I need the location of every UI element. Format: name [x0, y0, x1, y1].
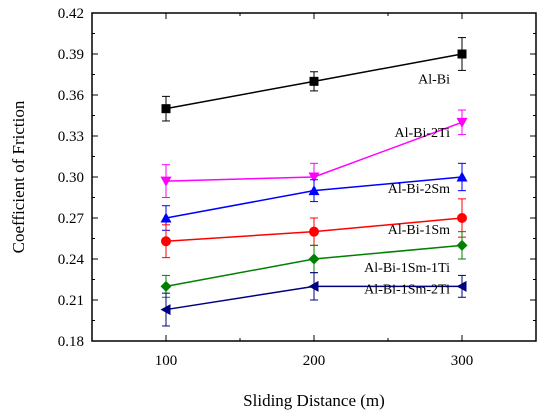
x-tick-label: 300	[451, 353, 474, 369]
data-point	[456, 171, 468, 182]
data-point	[456, 117, 468, 128]
y-tick-label: 0.39	[58, 47, 84, 63]
y-tick-label: 0.33	[58, 129, 84, 145]
data-point	[457, 213, 467, 223]
y-tick-label: 0.24	[58, 252, 85, 268]
data-point	[161, 104, 171, 114]
series-0: Al-Bi	[161, 37, 467, 122]
data-point	[308, 280, 319, 292]
data-point	[456, 280, 467, 292]
series-3: Al-Bi-1Sm	[161, 198, 467, 259]
x-tick-label: 200	[303, 353, 326, 369]
series-label: Al-Bi-2Ti	[394, 126, 450, 141]
data-point	[308, 253, 320, 265]
y-axis-title: Coefficient of Friction	[9, 100, 28, 253]
data-point	[309, 226, 319, 237]
series-label: Al-Bi-1Sm	[388, 223, 450, 238]
data-point	[160, 304, 171, 316]
data-point	[160, 176, 172, 187]
y-axis: 0.18 0.21 0.24 0.27 0.30 0.33 0.36 0.39 0.42	[58, 6, 536, 350]
series-label: Al-Bi-1Sm-2Ti	[364, 282, 450, 297]
data-point	[309, 76, 319, 86]
x-axis: 100 200 300	[155, 13, 474, 369]
y-tick-label: 0.36	[58, 88, 85, 104]
series-4: Al-Bi-1Sm-1Ti	[160, 231, 468, 298]
y-tick-label: 0.21	[58, 293, 84, 309]
x-tick-label: 100	[155, 353, 178, 369]
y-tick-label: 0.18	[58, 334, 84, 350]
series-5: Al-Bi-1Sm-2Ti	[160, 272, 467, 327]
data-point	[457, 49, 467, 59]
data-point	[456, 239, 468, 251]
data-point	[160, 212, 172, 223]
series-layer: Al-Bi Al-Bi-2Ti Al-Bi-2Sm Al-Bi-1Sm Al-Bi-1S…	[160, 37, 468, 327]
y-tick-label: 0.42	[58, 6, 84, 22]
data-point	[161, 236, 171, 247]
y-tick-label: 0.27	[58, 211, 85, 227]
series-label: Al-Bi-2Sm	[388, 182, 450, 197]
series-2: Al-Bi-2Sm	[160, 162, 468, 231]
series-label: Al-Bi	[418, 73, 450, 88]
series-label: Al-Bi-1Sm-1Ti	[364, 261, 450, 276]
data-point	[160, 280, 172, 292]
x-axis-title: Sliding Distance (m)	[243, 391, 385, 410]
series-1: Al-Bi-2Ti	[160, 109, 468, 198]
data-point	[308, 185, 320, 196]
data-point	[308, 172, 320, 183]
y-tick-label: 0.30	[58, 170, 84, 186]
